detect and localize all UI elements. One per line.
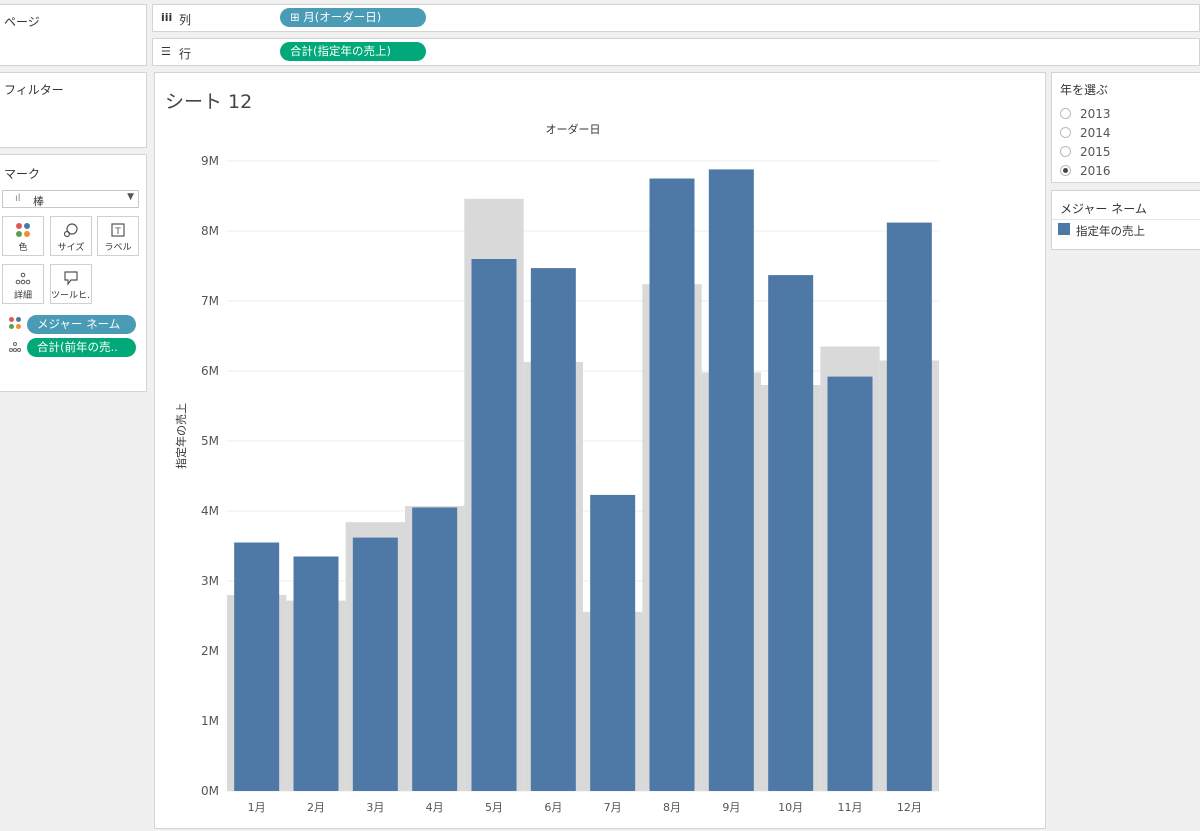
detail-button[interactable]: 詳細 — [2, 264, 44, 304]
legend-title: メジャー ネーム — [1060, 202, 1147, 216]
y-axis-title: 指定年の売上 — [174, 403, 188, 469]
label-icon: T — [98, 222, 138, 238]
x-tick-label: 8月 — [663, 801, 681, 814]
columns-icon: iii — [161, 11, 173, 24]
legend-item[interactable]: 指定年の売上 — [1052, 219, 1200, 240]
y-tick-label: 0M — [201, 784, 219, 798]
filters-card[interactable]: フィルター — [0, 72, 147, 148]
sheet-title: シート 12 — [165, 91, 253, 113]
year-parameter-title: 年を選ぶ — [1060, 83, 1109, 97]
x-tick-label: 7月 — [604, 801, 622, 814]
chart-panel: シート 12 0M 1M 2M 3M 4M 5M 6M 7M 8M 9M オーダー日指定年の売上 1月… — [154, 72, 1046, 829]
y-tick-label: 5M — [201, 434, 219, 448]
detail-label: 詳細 — [13, 291, 32, 301]
bar[interactable] — [827, 376, 873, 791]
year-option-label: 2014 — [1080, 126, 1111, 140]
bar[interactable] — [352, 537, 398, 791]
bar-chart-icon: ıl — [15, 193, 21, 204]
x-axis-title: オーダー日 — [546, 122, 601, 136]
marks-title: マーク — [4, 167, 41, 181]
detail-icon — [3, 270, 43, 286]
chevron-down-icon: ▼ — [127, 192, 134, 202]
y-tick-label: 1M — [201, 714, 219, 728]
bar[interactable] — [471, 259, 517, 791]
y-tick-label: 2M — [201, 644, 219, 658]
x-tick-label: 5月 — [485, 801, 503, 814]
bar[interactable] — [530, 268, 576, 792]
x-tick-label: 1月 — [248, 801, 266, 814]
size-label: サイズ — [57, 243, 85, 253]
year-parameter-card: 年を選ぶ 2013 2014 2015 2016 — [1051, 72, 1200, 183]
radio-button[interactable] — [1060, 108, 1071, 119]
label-button[interactable]: T ラベル — [97, 216, 139, 256]
y-tick-label: 6M — [201, 364, 219, 378]
color-icon — [9, 317, 21, 329]
tooltip-icon — [51, 270, 91, 286]
pages-title: ページ — [4, 15, 40, 29]
bar[interactable] — [768, 275, 814, 792]
detail-icon — [9, 341, 21, 353]
size-icon — [51, 222, 91, 238]
tooltip-label: ツールヒ… — [51, 291, 91, 301]
year-option-label: 2013 — [1080, 107, 1111, 121]
x-tick-label: 9月 — [722, 801, 740, 814]
rows-shelf[interactable]: ☰ 行 合計(指定年の売上) — [152, 38, 1200, 66]
x-tick-label: 4月 — [426, 801, 444, 814]
pages-card[interactable]: ページ — [0, 4, 147, 66]
x-tick-label: 3月 — [366, 801, 384, 814]
columns-shelf[interactable]: iii 列 ⊞ 月(オーダー日) — [152, 4, 1200, 32]
bar[interactable] — [234, 542, 280, 792]
filters-title: フィルター — [4, 83, 64, 97]
label-label: ラベル — [104, 243, 132, 253]
sum-selected-year-sales-pill[interactable]: 合計(指定年の売上) — [280, 42, 426, 61]
y-tick-label: 7M — [201, 294, 219, 308]
x-tick-label: 10月 — [778, 801, 803, 814]
bar[interactable] — [412, 507, 458, 792]
y-tick-label: 8M — [201, 224, 219, 238]
y-tick-label: 3M — [201, 574, 219, 588]
radio-button[interactable] — [1060, 127, 1071, 138]
year-option-label: 2016 — [1080, 164, 1111, 178]
bar[interactable] — [649, 178, 695, 792]
bar[interactable] — [293, 556, 339, 792]
year-option-label: 2015 — [1080, 145, 1111, 159]
x-tick-label: 12月 — [897, 801, 922, 814]
radio-button[interactable] — [1060, 165, 1071, 176]
tooltip-button[interactable]: ツールヒ… — [50, 264, 92, 304]
bar[interactable] — [590, 494, 636, 791]
mark-type-dropdown[interactable]: ıl 棒 ▼ — [2, 190, 139, 208]
x-tick-label: 6月 — [544, 801, 562, 814]
columns-shelf-label: 列 — [179, 13, 192, 27]
x-tick-label: 2月 — [307, 801, 325, 814]
y-tick-label: 9M — [201, 154, 219, 168]
bar[interactable] — [886, 222, 932, 792]
radio-button[interactable] — [1060, 146, 1071, 157]
rows-shelf-label: 行 — [179, 47, 192, 61]
y-tick-label: 4M — [201, 504, 219, 518]
svg-text:T: T — [114, 227, 121, 237]
legend-swatch — [1058, 223, 1070, 235]
x-tick-label: 11月 — [838, 801, 863, 814]
color-button[interactable]: 色 — [2, 216, 44, 256]
measure-names-pill[interactable]: メジャー ネーム — [27, 315, 136, 334]
prev-year-sales-pill[interactable]: 合計(前年の売.. — [27, 338, 136, 357]
legend-item-label: 指定年の売上 — [1076, 224, 1145, 238]
color-label: 色 — [18, 243, 28, 253]
size-button[interactable]: サイズ — [50, 216, 92, 256]
color-icon — [3, 222, 43, 238]
bar[interactable] — [708, 169, 754, 791]
color-legend-card: メジャー ネーム 指定年の売上 — [1051, 190, 1200, 250]
month-order-date-pill[interactable]: ⊞ 月(オーダー日) — [280, 8, 426, 27]
mark-type-label: 棒 — [33, 195, 44, 208]
rows-icon: ☰ — [161, 45, 171, 58]
